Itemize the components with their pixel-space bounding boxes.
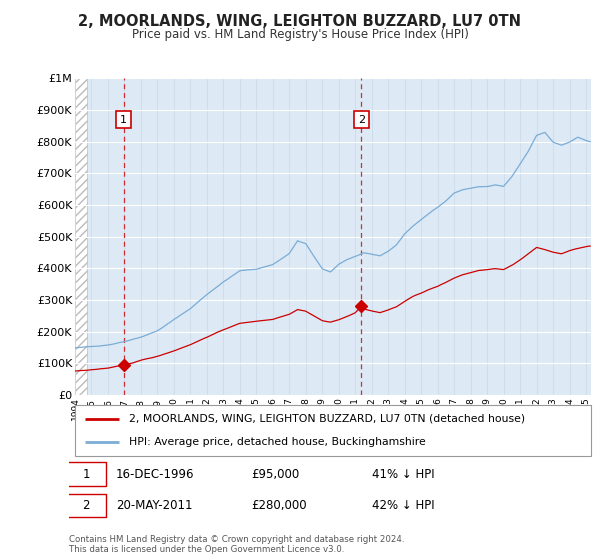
Text: 2, MOORLANDS, WING, LEIGHTON BUZZARD, LU7 0TN: 2, MOORLANDS, WING, LEIGHTON BUZZARD, LU… xyxy=(79,14,521,29)
Text: Contains HM Land Registry data © Crown copyright and database right 2024.
This d: Contains HM Land Registry data © Crown c… xyxy=(69,535,404,554)
FancyBboxPatch shape xyxy=(67,494,106,517)
Text: 2, MOORLANDS, WING, LEIGHTON BUZZARD, LU7 0TN (detached house): 2, MOORLANDS, WING, LEIGHTON BUZZARD, LU… xyxy=(129,414,526,424)
Text: Price paid vs. HM Land Registry's House Price Index (HPI): Price paid vs. HM Land Registry's House … xyxy=(131,28,469,41)
Text: HPI: Average price, detached house, Buckinghamshire: HPI: Average price, detached house, Buck… xyxy=(129,437,426,447)
Text: 41% ↓ HPI: 41% ↓ HPI xyxy=(372,468,434,480)
Text: 2: 2 xyxy=(358,115,365,124)
Text: £95,000: £95,000 xyxy=(252,468,300,480)
Text: 1: 1 xyxy=(120,115,127,124)
Text: 1: 1 xyxy=(82,468,90,480)
Text: £280,000: £280,000 xyxy=(252,499,307,512)
Text: 42% ↓ HPI: 42% ↓ HPI xyxy=(372,499,434,512)
Text: 16-DEC-1996: 16-DEC-1996 xyxy=(116,468,194,480)
FancyBboxPatch shape xyxy=(67,462,106,486)
FancyBboxPatch shape xyxy=(75,405,591,456)
Text: 2: 2 xyxy=(82,499,90,512)
Text: 20-MAY-2011: 20-MAY-2011 xyxy=(116,499,193,512)
